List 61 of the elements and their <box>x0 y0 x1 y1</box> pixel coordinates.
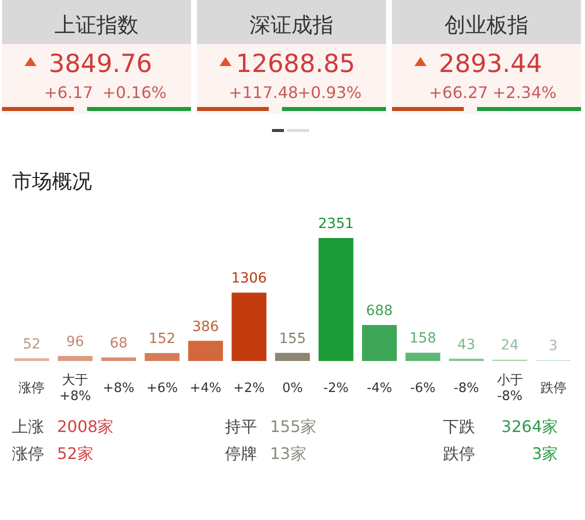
x-tick-label: +6% <box>146 381 178 396</box>
text: 跌停 <box>443 444 475 463</box>
bar <box>406 352 440 361</box>
text: 涨停 <box>12 444 44 463</box>
data-label: 152 <box>148 331 176 348</box>
data-label: 43 <box>457 336 476 353</box>
x-tick-label: -8% <box>454 381 480 396</box>
bar <box>58 356 93 361</box>
bar <box>232 292 266 361</box>
data-label: 96 <box>66 334 84 350</box>
text: +117.48 <box>228 83 298 102</box>
text: +0.16% <box>102 83 167 102</box>
text: 155家 <box>270 417 317 436</box>
chart-title: 市场概况 <box>12 169 92 193</box>
data-label: 2351 <box>318 216 354 232</box>
text: 上证指数 <box>54 13 138 37</box>
bar <box>275 352 310 361</box>
x-tick-label: 大于 +8% <box>59 373 91 404</box>
data-label: 52 <box>22 336 41 352</box>
data-label: 155 <box>279 330 306 347</box>
bar <box>318 238 354 361</box>
bar <box>144 353 180 361</box>
x-tick-label: +2% <box>233 381 265 396</box>
x-tick-label: 跌停 <box>540 381 566 396</box>
data-label: 688 <box>366 303 393 320</box>
text: 深证成指 <box>250 13 334 37</box>
data-label: 3 <box>548 338 558 354</box>
text: 3849.76 <box>48 49 152 78</box>
x-tick-label: +8% <box>102 381 134 396</box>
text: 停牌 <box>225 444 257 463</box>
text: 创业板指 <box>444 13 528 37</box>
text: 12688.85 <box>236 49 356 78</box>
text: +66.27 <box>428 83 488 102</box>
text: 3家 <box>532 444 558 463</box>
text: 持平 <box>225 417 257 436</box>
x-tick-label: 小于 -8% <box>496 373 523 404</box>
text: 52家 <box>57 444 94 463</box>
x-tick-label: +4% <box>190 381 222 396</box>
x-tick-label: -6% <box>410 381 436 396</box>
data-label: 386 <box>192 318 220 335</box>
text: 2893.44 <box>438 49 542 78</box>
text: 2008家 <box>57 417 114 436</box>
x-tick-label: 0% <box>282 381 303 396</box>
bar <box>101 357 136 361</box>
text: 3264家 <box>501 417 558 436</box>
data-label: 68 <box>110 335 128 352</box>
x-tick-label: -4% <box>366 381 392 396</box>
bar <box>362 325 397 361</box>
text: 下跌 <box>443 417 475 436</box>
x-tick-label: 涨停 <box>18 381 45 396</box>
text: +6.17 <box>44 83 94 102</box>
x-tick-label: -2% <box>323 381 349 396</box>
text: 13家 <box>270 444 306 463</box>
data-label: 24 <box>500 338 519 354</box>
bar <box>188 340 223 361</box>
text: 上涨 <box>12 417 44 436</box>
data-label: 1306 <box>231 270 267 287</box>
text: +2.34% <box>492 83 557 102</box>
bar <box>14 358 50 361</box>
data-label: 158 <box>410 330 436 347</box>
text: +0.93% <box>297 83 362 102</box>
